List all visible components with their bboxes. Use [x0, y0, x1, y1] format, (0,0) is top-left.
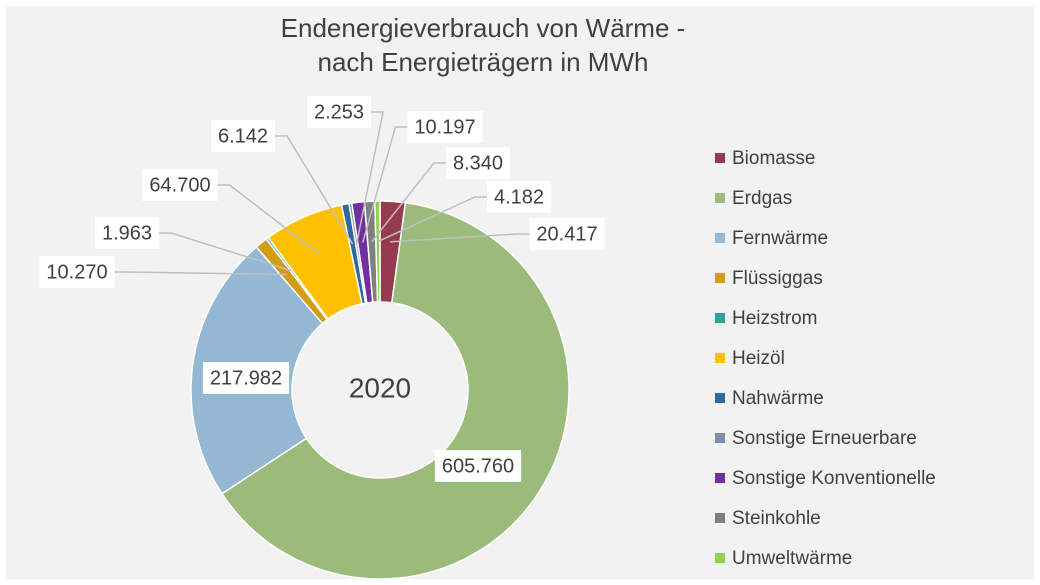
- donut-slice: [374, 200, 381, 303]
- legend-label: Steinkohle: [732, 508, 821, 529]
- legend-label: Fernwärme: [732, 228, 828, 249]
- leader-line: [371, 162, 446, 243]
- data-label: 10.197: [414, 116, 475, 138]
- chart-title: Endenergieverbrauch von Wärme -: [281, 13, 686, 43]
- donut-slice: [220, 201, 570, 580]
- data-label-box: [407, 111, 483, 143]
- legend-swatch: [715, 473, 725, 483]
- data-label-box: [445, 147, 511, 179]
- data-label-box: [434, 450, 522, 482]
- data-label-box: [486, 181, 552, 213]
- leader-line: [114, 271, 287, 276]
- legend-swatch: [715, 393, 725, 403]
- data-label: 217.982: [210, 367, 282, 389]
- legend-swatch: [715, 273, 725, 283]
- data-label-box: [39, 256, 115, 288]
- leader-line: [389, 233, 530, 243]
- data-label-box: [202, 362, 290, 394]
- leader-line: [355, 111, 384, 244]
- legend-swatch: [715, 433, 725, 443]
- legend-label: Heizstrom: [732, 308, 818, 329]
- leader-line: [362, 126, 408, 243]
- center-label: 2020: [349, 372, 411, 403]
- legend-swatch: [715, 553, 725, 563]
- data-label: 605.760: [442, 455, 514, 477]
- data-label: 20.417: [536, 223, 597, 245]
- legend-label: Biomasse: [732, 148, 815, 169]
- leader-line: [275, 135, 354, 245]
- legend-label: Heizöl: [732, 348, 785, 369]
- data-label-box: [210, 120, 276, 152]
- legend-label: Nahwärme: [732, 388, 824, 409]
- legend-swatch: [715, 193, 725, 203]
- legend-swatch: [715, 233, 725, 243]
- leader-line: [377, 196, 487, 243]
- data-label-box: [142, 169, 218, 201]
- data-label: 64.700: [149, 174, 210, 196]
- data-label: 4.182: [494, 186, 544, 208]
- data-label: 1.963: [102, 222, 152, 244]
- legend-label: Erdgas: [732, 188, 792, 209]
- legend-swatch: [715, 313, 725, 323]
- data-label-box: [529, 218, 605, 250]
- data-label: 8.340: [453, 152, 503, 174]
- legend-swatch: [715, 153, 725, 163]
- data-label: 10.270: [46, 261, 107, 283]
- legend-label: Flüssiggas: [732, 268, 823, 289]
- leader-line: [217, 184, 321, 255]
- legend-swatch: [715, 353, 725, 363]
- data-label: 6.142: [218, 125, 268, 147]
- data-label-box: [306, 96, 372, 128]
- legend-label: Sonstige Konventionelle: [732, 468, 936, 489]
- legend-label: Sonstige Erneuerbare: [732, 428, 917, 449]
- data-label-box: [94, 217, 160, 249]
- legend-label: Umweltwärme: [732, 548, 852, 569]
- legend-swatch: [715, 513, 725, 523]
- chart-title: nach Energieträgern in MWh: [318, 47, 649, 77]
- data-label: 2.253: [314, 101, 364, 123]
- leader-line: [159, 232, 292, 272]
